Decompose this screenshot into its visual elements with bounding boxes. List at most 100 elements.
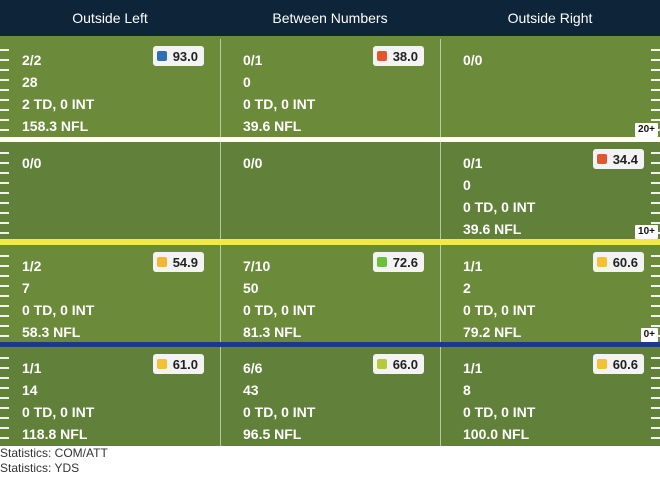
yards-value: 14: [22, 382, 38, 398]
yard-tick: [651, 315, 660, 317]
zone-cell: 7/10 50 0 TD, 0 INT 81.3 NFL 72.6: [220, 245, 440, 342]
passer-rating-value: 39.6 NFL: [243, 118, 302, 134]
yards-value: 0: [243, 74, 251, 90]
yard-zone-label: 10+: [635, 225, 658, 239]
yard-tick: [0, 265, 9, 267]
yard-tick: [651, 79, 660, 81]
yards-value: 0: [463, 177, 471, 193]
grade-value: 38.0: [392, 48, 418, 64]
grade-color-square-icon: [596, 257, 607, 267]
yard-tick: [651, 367, 660, 369]
yard-ticks-right: [650, 347, 660, 446]
yard-tick: [0, 89, 9, 91]
td-int-value: 0 TD, 0 INT: [243, 96, 316, 112]
yard-tick: [0, 315, 9, 317]
yard-tick: [651, 49, 660, 51]
yard-tick: [651, 192, 660, 194]
yard-tick: [651, 295, 660, 297]
yard-tick: [0, 397, 9, 399]
yard-tick: [651, 99, 660, 101]
column-header-outside-right: Outside Right: [507, 10, 593, 26]
zone-cell: 0/0: [220, 142, 440, 239]
yard-tick: [0, 119, 9, 121]
yard-tick: [651, 69, 660, 71]
grade-value: 61.0: [172, 356, 198, 372]
td-int-value: 0 TD, 0 INT: [22, 404, 95, 420]
yard-tick: [0, 437, 9, 439]
grade-color-square-icon: [376, 359, 387, 369]
yard-tick: [651, 119, 660, 121]
grade-color-square-icon: [156, 51, 167, 61]
yard-tick: [651, 182, 660, 184]
grade-badge: 60.6: [592, 252, 644, 272]
grade-badge: 93.0: [152, 46, 204, 66]
yards-value: 8: [463, 382, 471, 398]
yard-tick: [651, 275, 660, 277]
yard-tick: [0, 212, 9, 214]
td-int-value: 0 TD, 0 INT: [22, 302, 95, 318]
grade-badge: 54.9: [152, 252, 204, 272]
grade-value: 93.0: [172, 48, 198, 64]
grade-color-square-icon: [376, 51, 387, 61]
yard-tick: [651, 305, 660, 307]
grade-color-square-icon: [596, 154, 607, 164]
passer-rating-value: 96.5 NFL: [243, 426, 302, 442]
td-int-value: 0 TD, 0 INT: [243, 404, 316, 420]
grade-badge: 61.0: [152, 354, 204, 374]
yard-tick: [651, 265, 660, 267]
yard-tick: [651, 162, 660, 164]
grade-value: 72.6: [392, 254, 418, 270]
yard-tick: [0, 182, 9, 184]
zone-cell: 1/1 8 0 TD, 0 INT 100.0 NFL 60.6: [440, 347, 660, 446]
yard-tick: [0, 222, 9, 224]
grade-color-square-icon: [596, 359, 607, 369]
yard-tick: [651, 152, 660, 154]
yard-tick: [0, 59, 9, 61]
yard-tick: [0, 79, 9, 81]
grade-value: 54.9: [172, 254, 198, 270]
comp-att-value: 1/1: [463, 258, 483, 274]
comp-att-value: 2/2: [22, 52, 42, 68]
yard-tick: [0, 377, 9, 379]
yard-ticks-left: [0, 39, 10, 137]
passer-rating-value: 81.3 NFL: [243, 324, 302, 340]
td-int-value: 0 TD, 0 INT: [463, 404, 536, 420]
zone-cell: 0/1 0 0 TD, 0 INT 39.6 NFL 34.4: [440, 142, 660, 239]
yard-tick: [651, 212, 660, 214]
yard-zone-label: 20+: [635, 123, 658, 137]
yard-ticks-left: [0, 142, 10, 239]
zone-cells: 2/2 28 2 TD, 0 INT 158.3 NFL 93.0 0/1 0 0 TD, 0…: [0, 39, 660, 137]
yard-line-divider: [0, 342, 660, 347]
passer-rating-value: 158.3 NFL: [22, 118, 89, 134]
yard-tick: [651, 109, 660, 111]
yard-ticks-left: [0, 245, 10, 342]
yard-tick: [0, 99, 9, 101]
yard-tick: [651, 285, 660, 287]
zone-cell: 1/1 2 0 TD, 0 INT 79.2 NFL 60.6: [440, 245, 660, 342]
yard-tick: [0, 49, 9, 51]
grade-color-square-icon: [156, 359, 167, 369]
zone-row: 2/2 28 2 TD, 0 INT 158.3 NFL 93.0 0/1 0 0 TD, 0…: [0, 39, 660, 137]
zone-cells: 1/2 7 0 TD, 0 INT 58.3 NFL 54.9 7/10 50 0 TD, 0…: [0, 245, 660, 342]
yards-value: 7: [22, 280, 30, 296]
td-int-value: 0 TD, 0 INT: [463, 199, 536, 215]
footer-line-com-att: Statistics: COM/ATT: [0, 446, 108, 460]
grade-value: 66.0: [392, 356, 418, 372]
td-int-value: 0 TD, 0 INT: [463, 302, 536, 318]
yard-tick: [651, 377, 660, 379]
passer-rating-value: 100.0 NFL: [463, 426, 530, 442]
column-header-outside-left: Outside Left: [72, 10, 148, 26]
yard-tick: [0, 69, 9, 71]
td-int-value: 0 TD, 0 INT: [243, 302, 316, 318]
comp-att-value: 0/0: [22, 155, 42, 171]
yard-tick: [651, 325, 660, 327]
grade-badge: 60.6: [592, 354, 644, 374]
passer-rating-value: 79.2 NFL: [463, 324, 522, 340]
yard-tick: [0, 417, 9, 419]
comp-att-value: 1/2: [22, 258, 42, 274]
zone-cells: 1/1 14 0 TD, 0 INT 118.8 NFL 61.0 6/6 43 0 TD, …: [0, 347, 660, 446]
zone-cell: 1/2 7 0 TD, 0 INT 58.3 NFL 54.9: [0, 245, 220, 342]
grade-badge: 34.4: [592, 149, 644, 169]
zone-cells: 0/0 0/0 0/1 0 0 TD, 0 INT 39.6 NFL 34.4: [0, 142, 660, 239]
yard-ticks-left: [0, 347, 10, 446]
